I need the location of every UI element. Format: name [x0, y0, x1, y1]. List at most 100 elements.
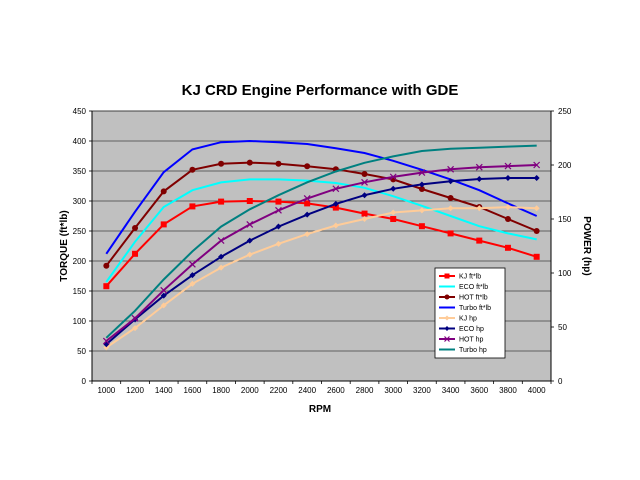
legend-label: KJ hp: [459, 316, 477, 323]
data-point: [246, 251, 253, 258]
data-point: [246, 220, 254, 228]
y-right-tick-label: 250: [558, 107, 572, 116]
data-point: [332, 185, 340, 193]
series-line: [105, 139, 538, 255]
data-point-stroke: [102, 337, 110, 345]
x-tick-label: 2000: [241, 386, 259, 395]
legend-entry: ECO hp: [439, 326, 484, 333]
y-axis-right-label: POWER (hp): [581, 216, 592, 275]
y-left-tick-label: 50: [77, 347, 86, 356]
series-line: [105, 178, 537, 283]
y-left-tick-label: 0: [82, 377, 87, 386]
y-left-tick-label: 400: [73, 137, 87, 146]
data-point: [246, 198, 253, 204]
data-point: [103, 262, 110, 269]
data-point: [444, 326, 450, 331]
data-point: [418, 207, 425, 214]
data-point: [217, 237, 225, 245]
data-point: [218, 264, 225, 271]
data-point: [476, 176, 483, 183]
data-point: [533, 174, 540, 181]
y-axis-left-label: TORQUE (ft*lb): [59, 210, 70, 281]
data-point: [160, 302, 167, 309]
y-right-tick-label: 150: [558, 215, 572, 224]
x-tick-label: 3800: [499, 386, 517, 395]
data-point: [103, 344, 110, 351]
y-left-tick-label: 100: [73, 317, 87, 326]
data-point: [275, 160, 282, 167]
data-point: [160, 286, 168, 294]
data-point: [389, 173, 397, 181]
data-point: [475, 163, 483, 171]
y-right-tick-label: 0: [558, 377, 563, 386]
series-line: [105, 206, 537, 349]
series-turbo-ft-lb: [105, 139, 538, 255]
data-point: [275, 206, 282, 214]
data-point: [504, 174, 511, 181]
data-point-stroke: [303, 195, 311, 202]
data-point: [218, 160, 225, 167]
data-point: [418, 186, 425, 192]
data-point: [418, 223, 425, 230]
x-tick-label: 1600: [184, 386, 202, 395]
x-tick-label: 3400: [442, 386, 460, 395]
data-point: [361, 171, 368, 177]
legend-label: Turbo ft*lb: [459, 305, 491, 312]
data-point-stroke: [217, 237, 225, 245]
data-point: [533, 205, 540, 212]
series-line: [105, 164, 537, 342]
data-point: [275, 223, 282, 230]
series-eco-hp: [103, 174, 540, 348]
x-tick-label: 3600: [470, 386, 488, 395]
legend-entry: ECO ft*lb: [439, 284, 488, 291]
legend: KJ ft*lb ECO ft*lb HOT ft*lb Turbo ft*lb KJ …: [434, 267, 506, 359]
y-right-tick-label: 200: [558, 161, 572, 170]
data-point: [504, 162, 512, 170]
data-point: [447, 205, 454, 212]
data-point: [132, 325, 139, 332]
data-point: [390, 185, 397, 192]
data-point: [132, 225, 139, 231]
legend-entry: Turbo hp: [439, 347, 487, 354]
series-line: [105, 144, 537, 339]
data-point: [160, 221, 167, 228]
y-left-tick-label: 450: [73, 107, 87, 116]
x-tick-label: 2200: [270, 386, 288, 395]
series-layer: [102, 139, 541, 351]
data-point-stroke: [504, 162, 512, 170]
data-point: [132, 250, 139, 257]
series-line: [105, 177, 537, 346]
data-point-stroke: [332, 185, 340, 193]
x-tick-label: 2600: [327, 386, 345, 395]
x-tick-label: 3000: [384, 386, 402, 395]
y-left-tick-label: 300: [73, 197, 87, 206]
data-point: [444, 273, 450, 279]
x-tick-label: 2800: [356, 386, 374, 395]
legend-box: [434, 267, 506, 359]
data-point: [444, 294, 450, 300]
data-point: [447, 230, 454, 237]
data-point: [533, 253, 540, 260]
y-left-tick-label: 250: [73, 227, 87, 236]
series-line: [105, 199, 537, 287]
data-point: [188, 260, 196, 268]
data-point-stroke: [418, 169, 426, 176]
data-point-stroke: [361, 178, 368, 186]
data-point-stroke: [444, 336, 450, 342]
chart-title: KJ CRD Engine Performance with GDE: [182, 82, 459, 99]
data-point: [418, 181, 425, 188]
data-point: [332, 222, 339, 229]
data-point-stroke: [447, 165, 455, 173]
series-kj-hp: [103, 204, 540, 351]
axes: 0 50 100 150 200 250 300 350 400 450 0 50 100 150 200 2…: [73, 107, 572, 395]
legend-label: Turbo hp: [459, 347, 487, 354]
legend-label: HOT ft*lb: [459, 295, 488, 302]
legend-label: ECO ft*lb: [459, 284, 488, 291]
x-tick-label: 3200: [413, 386, 431, 395]
data-point: [102, 337, 110, 345]
x-tick-label: 4000: [528, 386, 546, 395]
data-point-stroke: [389, 173, 397, 181]
data-point: [218, 253, 225, 260]
data-point: [246, 159, 253, 166]
data-point: [303, 195, 311, 202]
